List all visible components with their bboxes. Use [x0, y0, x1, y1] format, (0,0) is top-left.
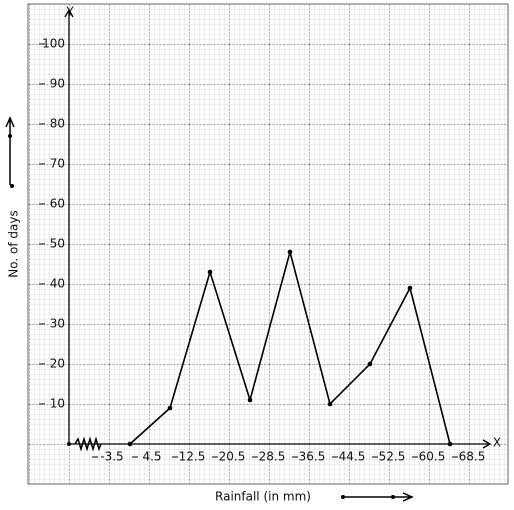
y-tick-label: 40 — [50, 277, 65, 291]
x-tick-label: 20.5 — [219, 450, 246, 464]
data-point — [247, 397, 253, 403]
x-axis-label: Rainfall (in mm) — [215, 490, 311, 504]
data-point — [127, 441, 133, 447]
x-tick-label: 68.5 — [459, 450, 486, 464]
data-point — [167, 405, 173, 411]
y-tick-label: 70 — [50, 157, 65, 171]
y-axis-label: No. of days — [7, 210, 21, 277]
y-axis-arrow — [64, 8, 74, 18]
data-point — [207, 269, 213, 275]
x-tick-label: 44.5 — [339, 450, 366, 464]
arrow-dot — [10, 184, 14, 188]
graph-paper — [27, 3, 509, 485]
x-tick-label: 60.5 — [419, 450, 446, 464]
y-tick-label: 60 — [50, 197, 65, 211]
y-direction-arrow — [5, 116, 15, 185]
paper-border — [27, 3, 509, 485]
x-axis-arrow — [482, 439, 492, 449]
y-tick-label: 100 — [42, 37, 65, 51]
y-tick-label: 90 — [50, 77, 65, 91]
y-tick-label: 80 — [50, 117, 65, 131]
y-tick-label: 10 — [50, 397, 65, 411]
data-point — [287, 249, 293, 255]
x-axis-name: X — [493, 436, 501, 450]
arrow-dot — [391, 495, 395, 499]
x-tick-label: 4.5 — [142, 450, 161, 464]
y-tick-label: 20 — [50, 357, 65, 371]
x-tick-label: 52.5 — [379, 450, 406, 464]
major-grid — [28, 4, 508, 484]
origin-dot — [67, 442, 71, 446]
x-tick-label: -3.5 — [100, 450, 123, 464]
x-tick-label: 12.5 — [179, 450, 206, 464]
x-tick-label: 28.5 — [259, 450, 286, 464]
arrow-dot — [341, 495, 345, 499]
y-tick-label: 30 — [50, 317, 65, 331]
data-point — [327, 401, 333, 407]
data-point — [407, 285, 413, 291]
x-tick-label: 36.5 — [299, 450, 326, 464]
arrow-dot — [8, 134, 12, 138]
data-point — [447, 441, 453, 447]
y-tick-label: 50 — [50, 237, 65, 251]
x-direction-arrow — [342, 492, 414, 502]
data-point — [367, 361, 373, 367]
